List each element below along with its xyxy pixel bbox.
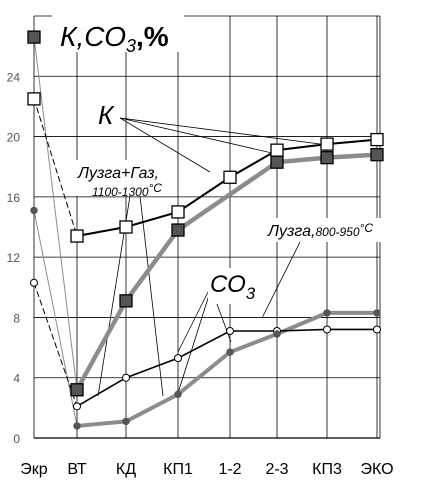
chart-title: К,СО3,%: [60, 21, 169, 56]
y-tick-label: 24: [7, 70, 21, 84]
marker-co3-husk: [30, 206, 38, 215]
y-tick-label: 20: [7, 131, 21, 145]
marker-k-husk: [320, 151, 334, 165]
series-line-k-husk: [75, 152, 378, 391]
marker-k-husk-gas: [223, 170, 237, 184]
x-axis-categories: Экр ВТ КД КП1 1-2 2-3 КП3 ЭКО: [20, 461, 393, 478]
x-category-label: 1-2: [218, 461, 241, 478]
marker-k-husk: [270, 155, 284, 169]
chart-title-sub: 3: [126, 36, 136, 56]
series-markers: [27, 30, 384, 430]
marker-k-husk-gas: [171, 205, 185, 219]
title-background: [52, 10, 184, 52]
leader-line: [119, 117, 321, 145]
marker-k-husk: [370, 148, 384, 162]
series-line-co3-husk-first: [33, 210, 78, 427]
marker-k-husk: [27, 30, 41, 44]
marker-co3-husk: [226, 348, 234, 356]
leader-line: [177, 287, 211, 353]
marker-k-husk: [171, 223, 185, 237]
series-line-co3-husk-gas: [76, 328, 377, 408]
x-category-label: КП3: [312, 461, 342, 478]
marker-co3-husk-gas: [30, 278, 38, 287]
y-axis-ticks: 0 4 8 12 16 20 24: [7, 70, 21, 446]
series-line-k-husk-first: [33, 37, 78, 390]
x-category-label: КД: [116, 461, 136, 478]
marker-co3-husk: [174, 390, 182, 398]
marker-co3-husk-gas: [226, 326, 234, 335]
marker-co3-husk: [323, 309, 331, 317]
leader-line: [261, 241, 301, 319]
co3-label-background: [208, 268, 266, 304]
y-tick-label: 8: [13, 311, 20, 325]
husk-label-background: [266, 218, 390, 242]
marker-k-husk-gas: [320, 137, 334, 151]
marker-k-husk-gas: [270, 143, 284, 157]
husk-gas-label-background: [74, 160, 174, 196]
co3-label: СО3: [210, 271, 256, 303]
k-label-background: [96, 100, 118, 128]
marker-k-husk-gas: [119, 220, 133, 234]
marker-co3-husk-gas: [373, 325, 381, 334]
co3-label-sub: 3: [246, 284, 256, 303]
y-tick-label: 12: [7, 251, 21, 265]
marker-co3-husk-gas: [122, 373, 130, 382]
husk-gas-label: Лузга+Газ,: [77, 165, 159, 182]
chart-title-unit: ,%: [136, 21, 169, 52]
husk-gas-deg: °С: [149, 181, 163, 195]
husk-gas-temp: 1100-1300°С: [92, 181, 162, 199]
x-category-label: 2-3: [265, 461, 288, 478]
y-tick-label: 0: [13, 432, 20, 446]
marker-co3-husk: [73, 422, 81, 430]
k-label: К: [98, 100, 115, 130]
leader-line: [177, 291, 211, 394]
x-category-label: ЭКО: [360, 461, 393, 478]
marker-co3-husk-gas: [174, 354, 182, 363]
marker-k-husk-gas: [370, 132, 384, 147]
series-line-k-husk-gas-first: [33, 98, 78, 237]
y-tick-label: 4: [13, 372, 20, 386]
marker-co3-husk: [373, 309, 381, 317]
marker-co3-husk-gas: [323, 325, 331, 334]
husk-label: Лузга,800-950°С: [267, 221, 373, 240]
x-category-label: Экр: [20, 461, 48, 478]
leader-line: [139, 195, 164, 397]
marker-co3-husk-gas: [73, 402, 81, 411]
marker-k-husk-gas: [70, 229, 84, 243]
x-category-label: ВТ: [67, 461, 87, 478]
x-category-label: КП1: [163, 461, 193, 478]
marker-co3-husk: [122, 417, 130, 426]
leader-line: [119, 117, 211, 173]
marker-k-husk-gas: [27, 92, 41, 106]
marker-k-husk: [70, 383, 84, 397]
husk-temp: 800-950: [315, 225, 359, 239]
marker-co3-husk: [273, 330, 281, 338]
marker-k-husk: [119, 294, 133, 308]
leader-line: [119, 117, 273, 154]
series-line-co3-husk-gas-first: [33, 282, 78, 407]
husk-deg: °С: [360, 221, 374, 235]
y-tick-label: 16: [7, 191, 21, 205]
